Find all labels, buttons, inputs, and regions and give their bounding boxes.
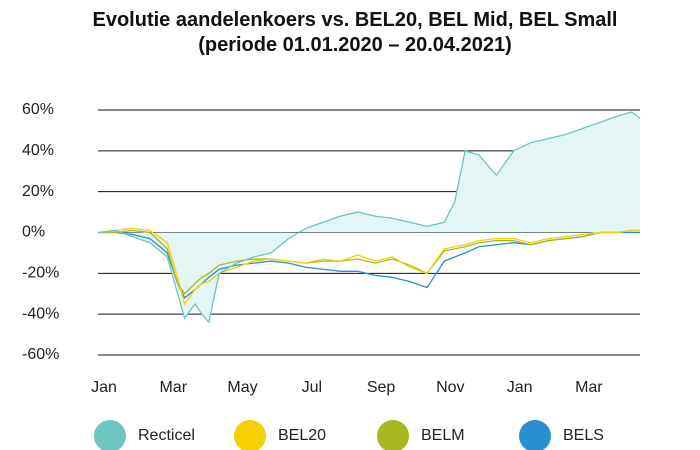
chart-title: Evolutie aandelenkoers vs. BEL20, BEL Mi… xyxy=(92,9,618,56)
area xyxy=(98,112,640,323)
legend-swatch xyxy=(94,420,126,450)
line xyxy=(98,229,640,295)
x-tick-label: Mar xyxy=(159,379,187,396)
y-tick-label: -60% xyxy=(22,346,59,363)
legend-label: BELM xyxy=(421,427,465,444)
x-tick-label: Nov xyxy=(436,379,464,396)
legend-swatch xyxy=(234,420,266,450)
x-tick-label: May xyxy=(227,379,257,396)
legend-label: BEL20 xyxy=(278,427,326,444)
line xyxy=(97,111,641,324)
y-tick-label: 60% xyxy=(22,101,54,118)
legend-swatch xyxy=(519,420,551,450)
x-tick-label: Jan xyxy=(507,379,533,396)
legend-label: Recticel xyxy=(138,427,195,444)
y-tick-label: 0% xyxy=(22,224,45,241)
x-tick-label: Jul xyxy=(302,379,322,396)
y-tick-label: 40% xyxy=(22,142,54,159)
legend-swatch xyxy=(377,420,409,450)
x-tick-label: Sep xyxy=(367,379,396,396)
line xyxy=(97,227,640,306)
y-tick-label: -20% xyxy=(22,265,59,282)
x-tick-label: Mar xyxy=(575,379,603,396)
y-tick-label: 20% xyxy=(22,183,54,200)
y-tick-label: -40% xyxy=(22,305,59,322)
legend-label: BELS xyxy=(563,427,604,444)
x-tick-label: Jan xyxy=(91,379,117,396)
